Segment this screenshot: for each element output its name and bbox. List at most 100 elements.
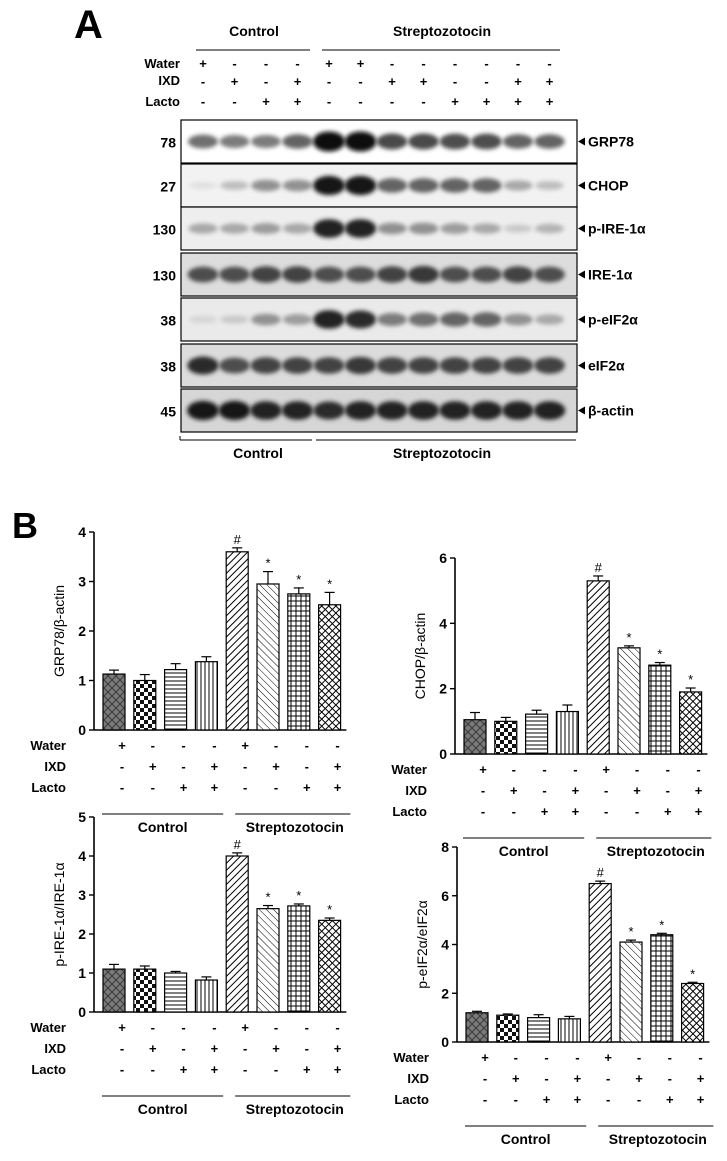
row-sign: + — [211, 1062, 219, 1077]
lane-sign-lacto-9: + — [451, 94, 459, 109]
row-sign: - — [575, 1050, 579, 1065]
bar-1 — [465, 1012, 489, 1043]
lane-sign-water-1: + — [199, 56, 207, 71]
blot-band — [282, 266, 313, 283]
row-sign: - — [120, 1041, 124, 1056]
row-sign: + — [666, 1092, 674, 1107]
bar-4 — [194, 661, 218, 731]
blot-band — [408, 357, 439, 374]
lane-sign-water-4: - — [295, 56, 299, 71]
blot-band — [344, 175, 377, 196]
row-sign: + — [479, 762, 487, 777]
row-sign: - — [483, 1071, 487, 1086]
significance-mark: * — [265, 556, 270, 571]
y-tick-label: 2 — [441, 985, 449, 1001]
bar-7 — [648, 664, 672, 755]
blot-1: 78 GRP78 — [160, 119, 634, 164]
blot-band — [533, 401, 566, 420]
bar-5 — [225, 855, 249, 1013]
blot-band — [471, 178, 502, 193]
bar-5 — [588, 882, 612, 1043]
row-label-lacto: Lacto — [31, 780, 66, 795]
significance-mark: * — [659, 917, 664, 932]
y-tick-label: 3 — [78, 574, 86, 590]
significance-mark: # — [597, 865, 605, 880]
blot-band — [218, 400, 251, 421]
row-sign: + — [541, 804, 549, 819]
significance-mark: * — [296, 888, 301, 903]
chart-3: 0 1 2 3 4 5 p-IRE-1α/IRE-1α # * * * Water + - - - + - - - IX… — [30, 809, 351, 1117]
lane-sign-water-9: - — [453, 56, 457, 71]
row-sign: + — [211, 759, 219, 774]
lane-sign-ixd-9: - — [453, 74, 457, 89]
row-sign: - — [120, 759, 124, 774]
significance-mark: * — [688, 672, 693, 687]
row-sign: + — [572, 804, 580, 819]
blot-band — [471, 133, 502, 150]
bar-3 — [164, 972, 188, 1013]
blot-band — [376, 401, 408, 420]
significance-mark: * — [327, 576, 332, 591]
row-label-lacto: Lacto — [394, 1092, 429, 1107]
lane-sign-lacto-1: - — [201, 94, 205, 109]
blot-band — [407, 401, 440, 420]
blot-band — [313, 266, 345, 283]
row-sign: - — [335, 738, 339, 753]
blot-band — [535, 223, 564, 234]
row-sign: + — [334, 780, 342, 795]
blot-band — [503, 224, 533, 233]
row-sign: + — [697, 1071, 705, 1086]
row-sign: - — [544, 1071, 548, 1086]
y-tick-label: 2 — [78, 623, 86, 639]
blot-band — [282, 134, 313, 149]
bar-5 — [586, 580, 610, 755]
row-sign: + — [635, 1071, 643, 1086]
row-sign: + — [543, 1092, 551, 1107]
blot-band — [282, 357, 313, 374]
control-header: Control — [229, 23, 279, 39]
blot-band — [439, 312, 471, 327]
blot-band — [534, 314, 565, 325]
bar-2 — [496, 1014, 520, 1043]
blot-band — [471, 266, 502, 283]
row-sign: - — [181, 1041, 185, 1056]
row-sign: - — [696, 762, 700, 777]
blot-band — [408, 133, 439, 150]
group-label-stz: Streptozotocin — [246, 819, 344, 835]
row-sign: - — [243, 780, 247, 795]
row-sign: - — [514, 1092, 518, 1107]
mw-label: 27 — [160, 179, 176, 195]
blot-band — [219, 266, 250, 283]
blot-band — [502, 134, 534, 149]
bar-8 — [680, 982, 705, 1043]
panel-b-letter: B — [12, 505, 38, 546]
blot-band — [408, 312, 439, 327]
blot-band — [471, 357, 502, 374]
bar-4 — [557, 1018, 582, 1043]
row-sign: + — [211, 1041, 219, 1056]
significance-mark: * — [690, 966, 695, 981]
blot-band — [376, 357, 408, 374]
panel-a-letter: A — [74, 3, 103, 47]
significance-mark: # — [234, 837, 242, 852]
blot-band — [503, 313, 533, 326]
bar-2 — [494, 720, 518, 755]
row-sign: + — [272, 759, 280, 774]
blot-band — [534, 134, 565, 149]
row-sign: + — [334, 1062, 342, 1077]
y-tick-label: 0 — [439, 746, 447, 762]
bar-4 — [555, 710, 580, 755]
row-sign: + — [572, 783, 580, 798]
blot-band — [377, 222, 407, 235]
row-sign: - — [151, 1020, 155, 1035]
blot-band — [313, 357, 345, 374]
lane-sign-lacto-11: + — [514, 94, 522, 109]
mw-label: 38 — [160, 313, 176, 329]
y-tick-label: 4 — [439, 615, 447, 631]
bar-8 — [678, 691, 703, 755]
protein-label: GRP78 — [588, 134, 634, 150]
row-sign: + — [512, 1071, 520, 1086]
row-sign: - — [666, 762, 670, 777]
y-tick-label: 2 — [78, 926, 86, 942]
